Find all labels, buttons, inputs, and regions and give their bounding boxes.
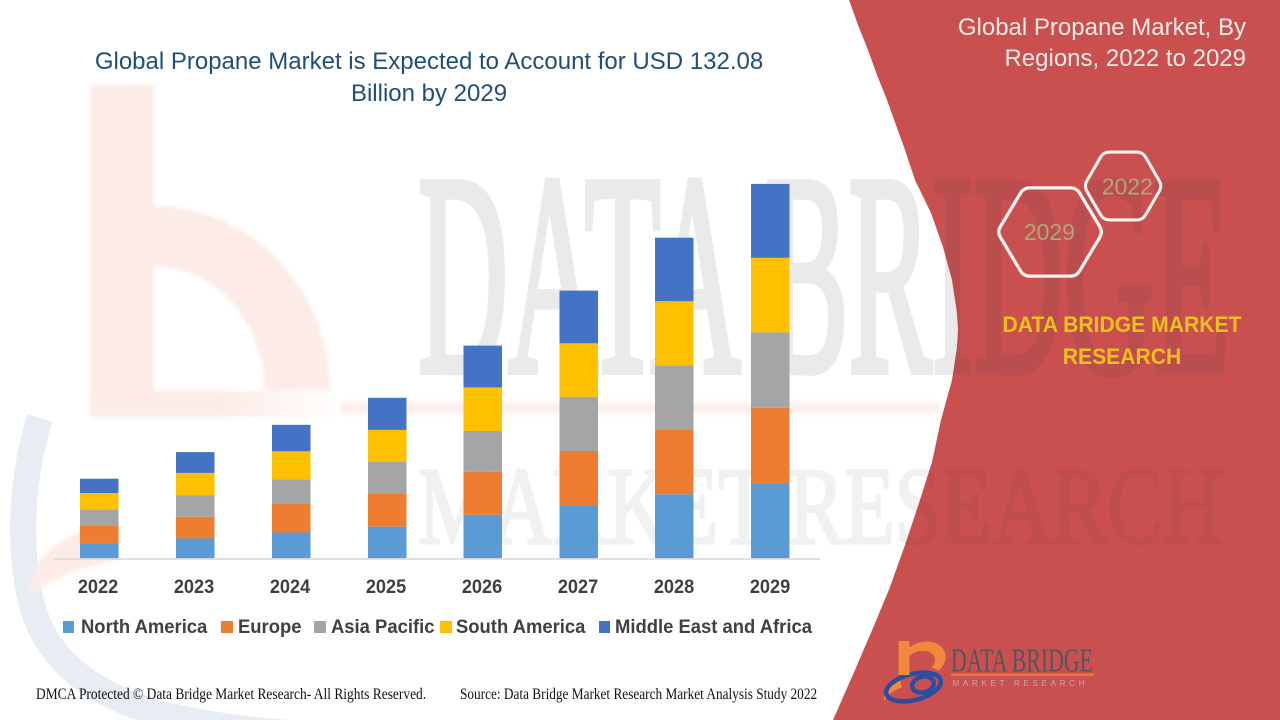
svg-text:MARKET RESEARCH: MARKET RESEARCH xyxy=(953,679,1087,688)
svg-text:DATA BRIDGE: DATA BRIDGE xyxy=(418,116,1230,434)
svg-text:2022: 2022 xyxy=(1102,173,1153,199)
svg-text:2029: 2029 xyxy=(1024,219,1075,245)
svg-text:DATA BRIDGE: DATA BRIDGE xyxy=(951,643,1093,680)
svg-text:MARKET RESEARCH: MARKET RESEARCH xyxy=(418,445,1223,567)
